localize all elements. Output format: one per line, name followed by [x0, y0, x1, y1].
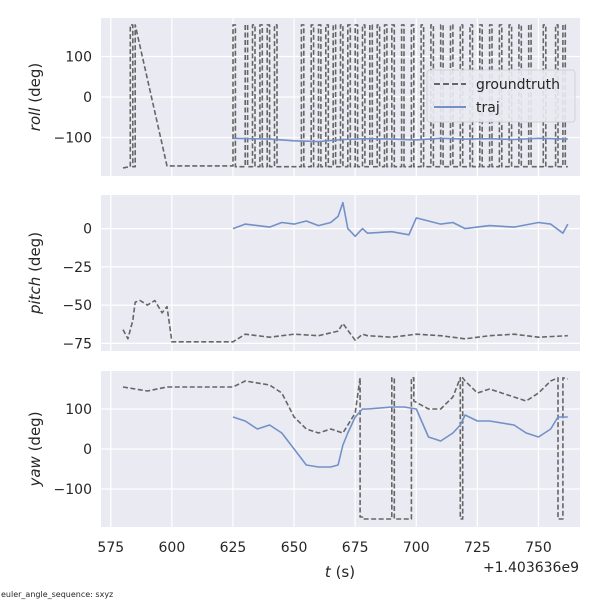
y-tick-label: −25 [62, 260, 92, 276]
legend-groundtruth-label: groundtruth [476, 77, 560, 93]
x-tick-label: 700 [403, 540, 430, 556]
x-axis-var: t [325, 563, 332, 581]
y-axis-unit: (deg) [26, 232, 44, 277]
legend-traj-label: traj [476, 100, 500, 116]
x-tick-label: 725 [464, 540, 491, 556]
series-traj [232, 201, 569, 238]
y-axis-var: pitch [26, 277, 44, 315]
x-tick-label: 750 [525, 540, 552, 556]
y-tick-label: 0 [83, 90, 92, 106]
series-groundtruth [122, 299, 568, 343]
y-tick-label: 0 [83, 442, 92, 458]
y-tick-label: 100 [65, 402, 92, 418]
y-axis-label: yaw (deg) [26, 411, 44, 487]
x-axis-label: t (s) [325, 563, 355, 581]
y-tick-label: −100 [54, 131, 92, 147]
y-axis-var: roll [26, 107, 44, 132]
y-tick-label: −50 [62, 298, 92, 314]
x-tick-label: 675 [342, 540, 369, 556]
series-traj [232, 137, 568, 143]
y-tick-label: 100 [65, 49, 92, 65]
x-tick-label: 600 [159, 540, 186, 556]
y-tick-label: −100 [54, 482, 92, 498]
footnote: euler_angle_sequence: sxyz [1, 590, 113, 599]
y-axis-unit: (deg) [26, 411, 44, 456]
x-offset-text: +1.403636e9 [483, 560, 579, 576]
series-groundtruth [122, 376, 568, 520]
y-tick-label: 0 [83, 222, 92, 238]
series-group [122, 201, 569, 343]
y-axis-unit: (deg) [26, 63, 44, 108]
plot-area [101, 195, 580, 351]
y-tick-label: −75 [62, 336, 92, 352]
x-tick-label: 650 [281, 540, 308, 556]
panel-1: 0 −25 −50 −75 pitch (deg) [26, 195, 580, 352]
panel-2: 100 0 −100 yaw (deg) [26, 371, 580, 527]
series-traj [232, 406, 568, 468]
y-axis-label: pitch (deg) [26, 232, 44, 315]
x-tick-label: 575 [97, 540, 124, 556]
y-axis-var: yaw [26, 455, 44, 487]
legend: groundtruth traj [426, 69, 576, 123]
x-tick-label: 625 [220, 540, 247, 556]
series-group [122, 376, 568, 520]
y-axis-label: roll (deg) [26, 63, 44, 131]
x-axis-unit: (s) [331, 563, 355, 581]
